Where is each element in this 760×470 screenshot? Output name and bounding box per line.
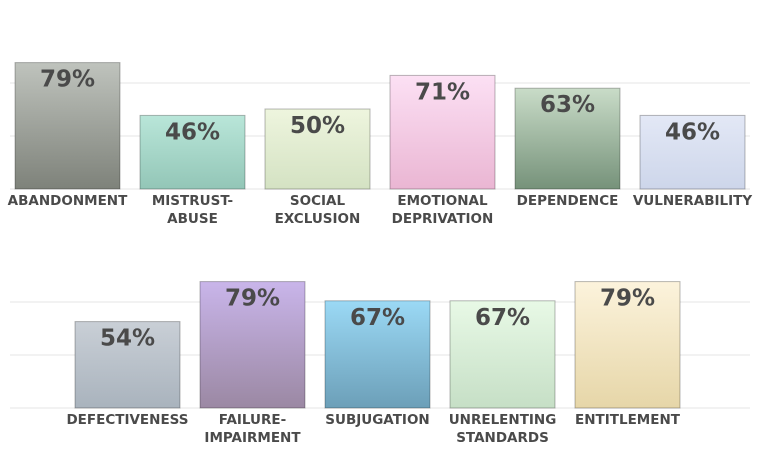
category-label: ENTITLEMENT bbox=[575, 412, 681, 428]
category-label: SOCIAL bbox=[290, 193, 346, 209]
data-label: 63% bbox=[540, 92, 595, 118]
bar bbox=[14, 62, 121, 190]
category-label: STANDARDS bbox=[456, 430, 549, 446]
bar bbox=[639, 114, 746, 190]
category-label: IMPAIRMENT bbox=[204, 430, 301, 446]
bar bbox=[449, 300, 556, 409]
category-label: SUBJUGATION bbox=[325, 412, 429, 428]
data-label: 79% bbox=[600, 286, 655, 312]
category-label: DEPENDENCE bbox=[517, 193, 619, 209]
data-label: 54% bbox=[100, 326, 155, 352]
category-label: MISTRUST- bbox=[152, 193, 233, 209]
bar bbox=[74, 321, 181, 409]
data-label: 67% bbox=[475, 305, 530, 331]
bar bbox=[139, 114, 246, 190]
category-label: EXCLUSION bbox=[275, 211, 361, 227]
data-label: 50% bbox=[290, 113, 345, 139]
bar bbox=[389, 74, 496, 190]
data-label: 46% bbox=[665, 119, 720, 145]
category-label: DEPRIVATION bbox=[392, 211, 494, 227]
category-label: DEFECTIVENESS bbox=[66, 412, 188, 428]
category-label: EMOTIONAL bbox=[397, 193, 488, 209]
category-label: ABUSE bbox=[167, 211, 218, 227]
category-label: FAILURE- bbox=[219, 412, 286, 428]
bottom-chart-panel: 54% DEFECTIVENESS 79% FAILURE- IMPAIRMENT 67%… bbox=[10, 281, 750, 446]
category-label: VULNERABILITY bbox=[633, 193, 753, 209]
bar bbox=[264, 108, 371, 190]
data-label: 67% bbox=[350, 305, 405, 331]
data-label: 79% bbox=[40, 67, 95, 93]
data-label: 71% bbox=[415, 79, 470, 105]
bar bbox=[574, 281, 681, 409]
data-label: 79% bbox=[225, 286, 280, 312]
category-label: ABANDONMENT bbox=[8, 193, 128, 209]
category-label: UNRELENTING bbox=[449, 412, 557, 428]
bar bbox=[199, 281, 306, 409]
data-label: 46% bbox=[165, 119, 220, 145]
bar bbox=[514, 87, 621, 190]
bar bbox=[324, 300, 431, 409]
top-chart-panel: 79% ABANDONMENT 46% MISTRUST- ABUSE 50% SOCIAL… bbox=[8, 62, 753, 227]
